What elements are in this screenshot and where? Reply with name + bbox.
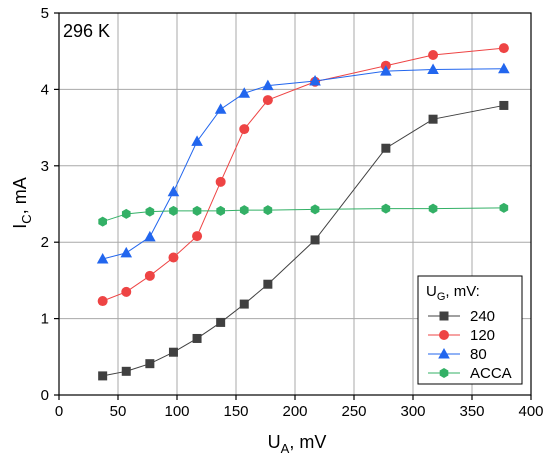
series-120-point <box>97 296 108 307</box>
series-80 <box>96 62 510 264</box>
series-240-point <box>263 279 273 289</box>
series-80-point <box>427 63 439 75</box>
y-axis-title-sub: C <box>19 214 34 223</box>
series-120-point <box>428 50 439 61</box>
x-tick-label: 50 <box>110 403 127 420</box>
series-240-point <box>98 371 108 381</box>
x-axis-title-rest: , mV <box>289 432 326 452</box>
legend-title-sub: G <box>437 291 446 303</box>
x-tick-label: 0 <box>55 403 63 420</box>
series-240-point <box>216 317 226 327</box>
y-tick-label: 0 <box>41 387 49 404</box>
series-80-point <box>191 135 203 146</box>
grid <box>59 13 531 395</box>
series-80-point <box>262 79 274 91</box>
y-tick-label: 3 <box>41 158 49 175</box>
legend-entry-acca-marker <box>439 368 449 378</box>
temperature-annotation: 296 K <box>63 21 110 41</box>
series-acca-point <box>169 205 178 216</box>
legend-entry-80-label: 80 <box>470 346 487 363</box>
series-120-point <box>215 176 226 187</box>
x-axis-title-main: U <box>268 432 281 452</box>
x-tick-label: 200 <box>282 403 307 420</box>
series-80-point <box>96 253 109 264</box>
legend-entry-acca-label: ACCA <box>470 365 512 382</box>
legend-title: UG, mV: <box>426 283 480 303</box>
series-240-point <box>239 299 249 309</box>
series-120-point <box>168 252 179 263</box>
y-axis-title-main: I <box>10 224 30 229</box>
y-axis-title: IC, mA <box>10 177 34 228</box>
series-80-point <box>238 87 251 98</box>
series-acca-point <box>192 205 202 216</box>
legend-entry-80: 80 <box>428 346 487 363</box>
x-axis-title: UA, mV <box>268 432 327 456</box>
legend-entry-240-marker <box>439 311 449 321</box>
series-240-point <box>121 366 131 376</box>
series-240-point <box>168 347 178 357</box>
y-tick-label: 1 <box>41 311 49 328</box>
series-acca <box>98 202 509 227</box>
legend-entry-240-label: 240 <box>470 308 495 325</box>
series-80-point <box>144 230 156 242</box>
series-120-point <box>121 286 132 297</box>
x-tick-label: 250 <box>341 403 366 420</box>
series-240-point <box>499 100 509 110</box>
series-80-point <box>380 65 392 76</box>
legend-box <box>417 275 523 385</box>
y-tick-label: 2 <box>41 234 49 251</box>
series-acca-point <box>216 205 225 216</box>
legend-title-main: U <box>426 283 437 300</box>
legend-entries: 240 120 80 ACCA <box>428 308 512 382</box>
legend-title-rest: , mV: <box>445 283 479 300</box>
legend-entry-120-marker <box>439 330 449 340</box>
x-axis-title-sub: A <box>281 441 290 456</box>
x-tick-label: 150 <box>223 403 248 420</box>
series-acca-point <box>121 208 131 219</box>
series-240-point <box>310 235 320 245</box>
series-240 <box>98 100 509 381</box>
series-80-point <box>120 246 133 258</box>
series-240-point <box>192 333 202 343</box>
legend-entry-80-marker <box>438 348 450 359</box>
legend-entry-acca: ACCA <box>428 365 512 382</box>
series-120-point <box>144 270 155 281</box>
series-240-point <box>428 114 438 124</box>
series-80-line <box>102 68 504 260</box>
series-80-point <box>167 185 180 197</box>
y-axis-title-rest: , mA <box>10 177 30 214</box>
x-tick-label: 400 <box>518 403 543 420</box>
series-80-point <box>309 74 321 86</box>
series-acca-point <box>98 216 107 227</box>
x-tick-label: 100 <box>164 403 189 420</box>
series-acca-line <box>102 207 504 223</box>
x-tick-label: 300 <box>400 403 425 420</box>
legend-entry-120: 120 <box>428 327 495 344</box>
legend: UG, mV: 240 120 80 ACCA <box>417 275 523 385</box>
series-120-point <box>192 231 203 242</box>
legend-entry-240: 240 <box>428 308 495 325</box>
series-acca-point <box>499 202 509 213</box>
series-acca-point <box>145 206 155 217</box>
axes: 0 50 100 150 200 250 300 350 400 0 1 2 3 4 5 <box>41 5 544 420</box>
series-240-point <box>145 359 155 369</box>
series-80-point <box>214 103 227 114</box>
series-120-point <box>239 124 250 135</box>
series-240-point <box>381 143 391 153</box>
series-acca-point <box>239 205 249 216</box>
series-120-point <box>498 43 509 54</box>
series-acca-point <box>263 205 273 216</box>
series-80-point <box>498 62 510 74</box>
legend-entry-120-label: 120 <box>470 327 495 344</box>
series-acca-point <box>428 203 438 214</box>
y-tick-label: 5 <box>41 5 49 22</box>
series-acca-point <box>310 204 320 215</box>
series-120-line <box>102 47 504 302</box>
series-acca-point <box>381 203 391 214</box>
y-tick-label: 4 <box>41 81 49 98</box>
x-tick-label: 350 <box>459 403 484 420</box>
series-120-point <box>262 95 273 106</box>
series-layer <box>96 43 510 381</box>
